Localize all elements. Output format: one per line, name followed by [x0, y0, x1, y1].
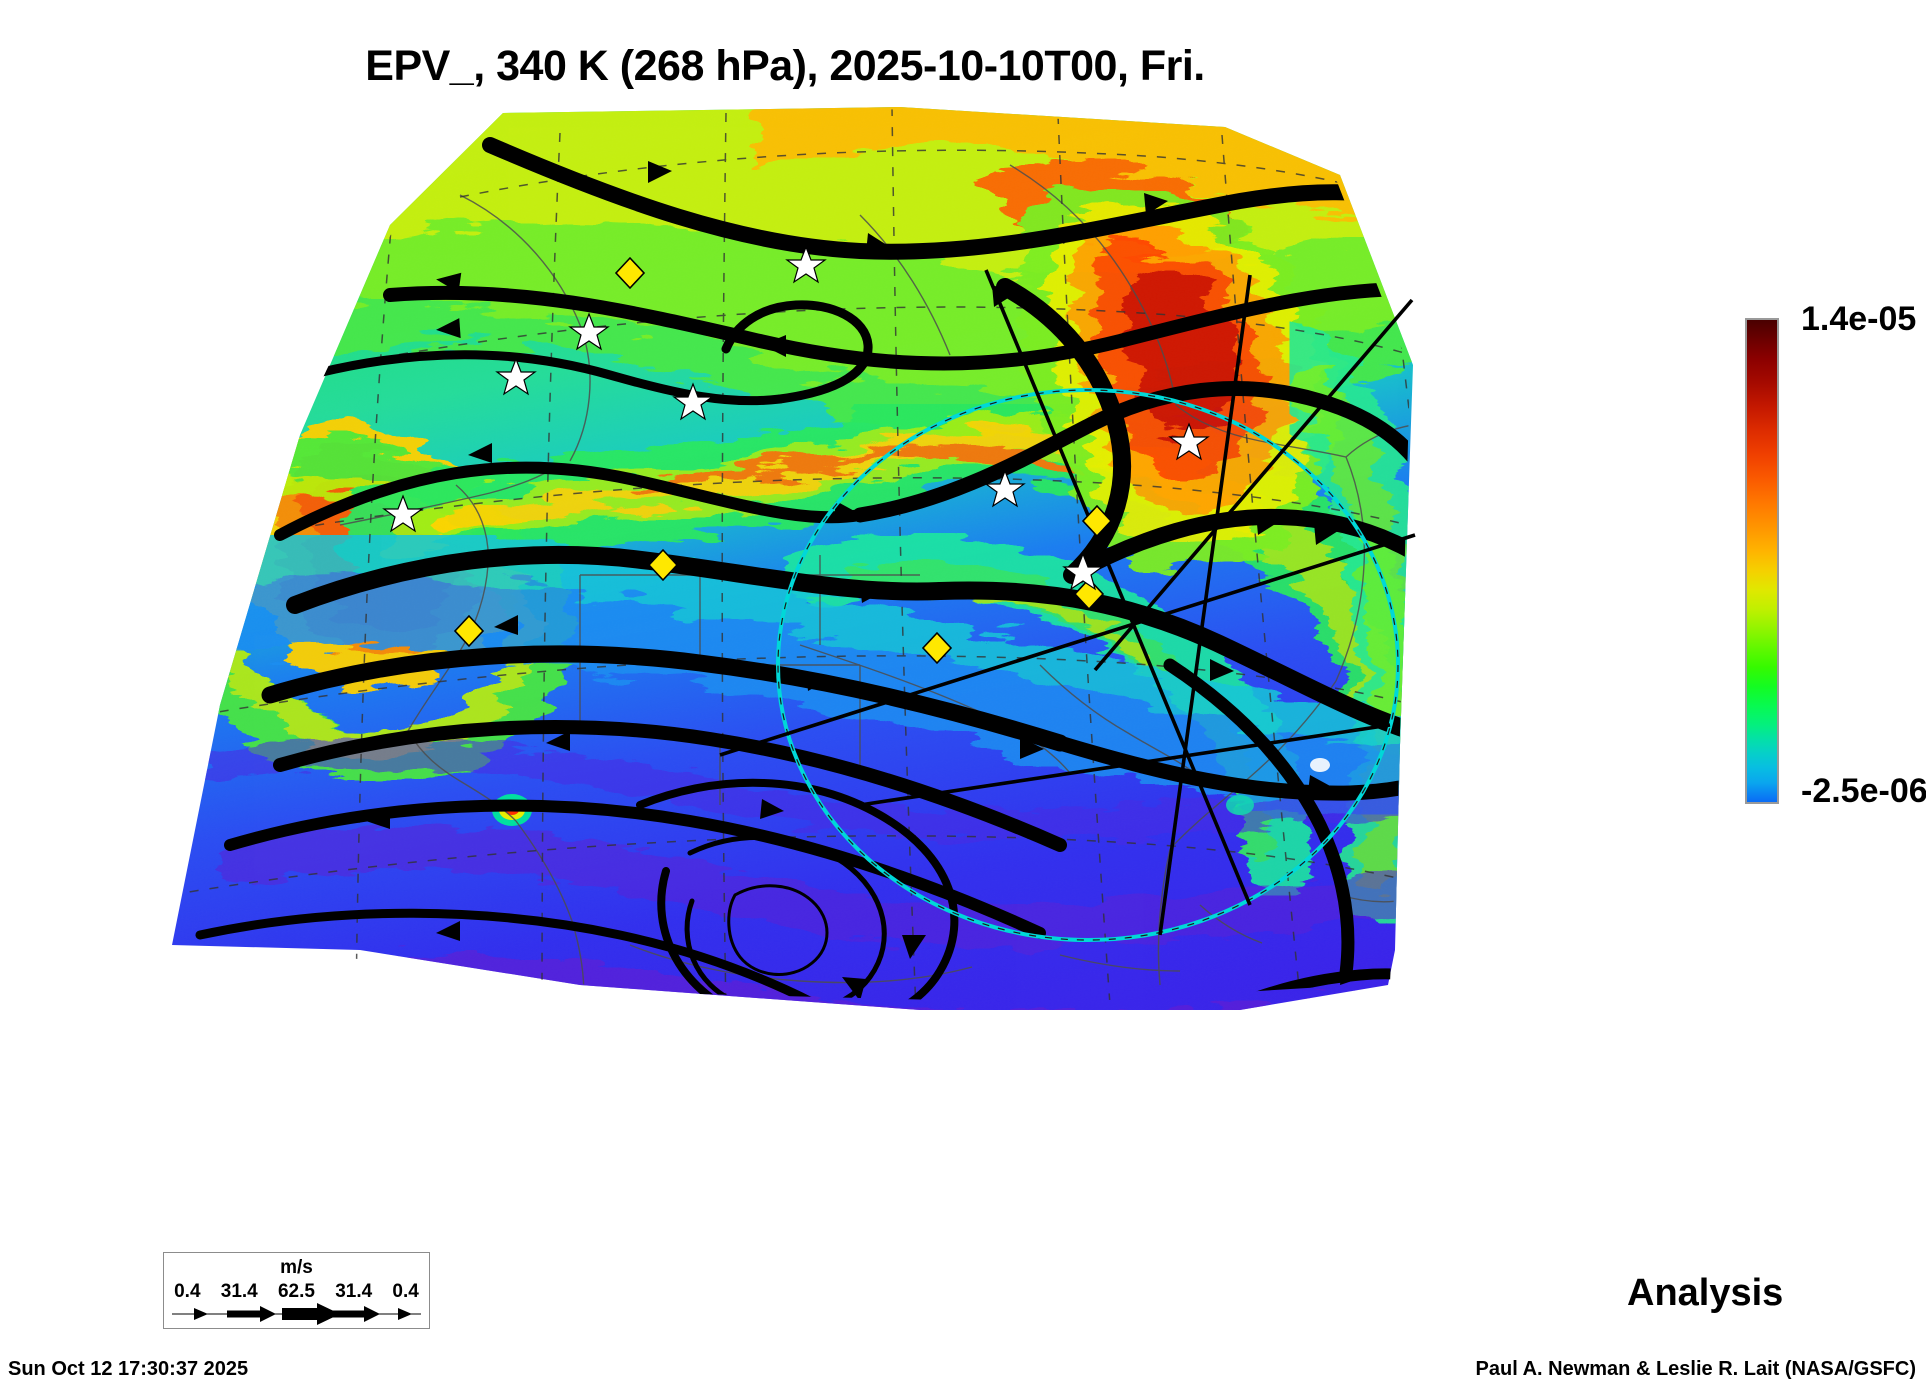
- wind-arrow-scale-icon: [172, 1303, 421, 1325]
- wind-tick-4: 0.4: [392, 1281, 419, 1302]
- wind-tick-2: 62.5: [277, 1281, 315, 1302]
- map-canvas[interactable]: [160, 105, 1450, 1240]
- colorbar-max-label: 1.4e-05: [1801, 300, 1917, 338]
- station-markers-yellow-diamond[interactable]: [453, 256, 1113, 665]
- station-markers-white-star[interactable]: [382, 245, 1210, 591]
- colorbar[interactable]: 1.4e-05 -2.5e-06: [1745, 300, 1926, 820]
- range-circle: [776, 388, 1400, 942]
- colorbar-gradient: [1745, 318, 1779, 804]
- wind-tick-labels: 0.4 31.4 62.5 31.4 0.4: [164, 1281, 429, 1303]
- colorbar-min-label: -2.5e-06: [1801, 772, 1926, 810]
- wind-units-label: m/s: [280, 1257, 313, 1278]
- map-plot-area[interactable]: [160, 105, 1450, 1240]
- generation-timestamp: Sun Oct 12 17:30:37 2025: [8, 1358, 249, 1380]
- wind-tick-0: 0.4: [174, 1281, 201, 1302]
- wind-tick-1: 31.4: [220, 1281, 258, 1302]
- wind-speed-legend: m/s 0.4 31.4 62.5 31.4 0.4: [163, 1252, 430, 1329]
- wind-tick-3: 31.4: [335, 1281, 373, 1302]
- author-credit: Paul A. Newman & Leslie R. Lait (NASA/GS…: [1475, 1358, 1916, 1380]
- analysis-label: Analysis: [1627, 1272, 1784, 1314]
- page-title: EPV_, 340 K (268 hPa), 2025-10-10T00, Fr…: [365, 42, 1205, 90]
- epv-field: [172, 107, 1413, 1010]
- flight-transect-lines: [719, 269, 1416, 936]
- streamline-arrowheads: [366, 161, 1410, 1003]
